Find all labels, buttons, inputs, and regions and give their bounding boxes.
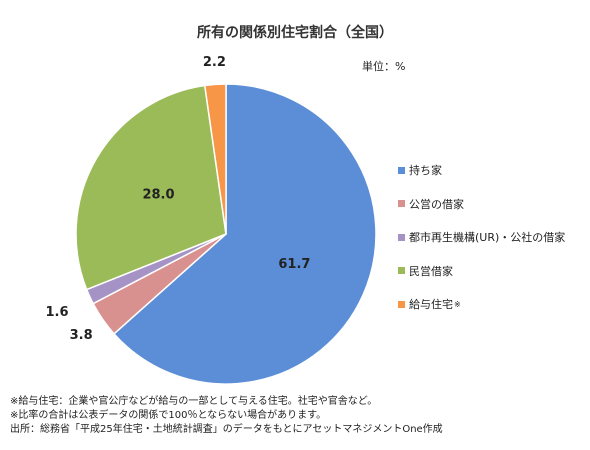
legend-label: 持ち家 (409, 164, 442, 177)
legend-swatch (398, 166, 405, 174)
footnote-company-housing: ※給与住宅：企業や官公庁などが給与の一部として与える住宅。社宅や官舎など。 (10, 396, 378, 407)
legend-footnote-mark: ※ (454, 299, 461, 309)
unit-label: 単位：% (362, 60, 406, 73)
legend-item-public-rental: 公営の借家 (398, 196, 565, 212)
legend: 持ち家 公営の借家 都市再生機構(UR)・公社の借家 民営借家 給与住宅 ※ (398, 162, 565, 330)
legend-item-ur-rental: 都市再生機構(UR)・公社の借家 (398, 229, 565, 245)
legend-swatch (398, 233, 405, 241)
data-label-private-rental: 28.0 (142, 187, 174, 202)
data-label-company-housing: 2.2 (203, 55, 226, 70)
legend-item-owned: 持ち家 (398, 162, 565, 178)
chart-title: 所有の関係別住宅割合（全国） (197, 25, 393, 41)
legend-label: 民営借家 (409, 264, 453, 278)
legend-item-company-housing: 給与住宅 ※ (398, 296, 565, 312)
footnotes: ※給与住宅：企業や官公庁などが給与の一部として与える住宅。社宅や官舎など。 ※比… (10, 395, 585, 437)
footnote-source: 出所：総務省「平成25年住宅・土地統計調査」のデータをもとにアセットマネジメント… (10, 424, 443, 435)
pie-slice-company-housing (203, 83, 227, 235)
data-label-ur-rental: 1.6 (45, 305, 68, 320)
legend-label: 給与住宅 (409, 298, 453, 311)
pie-slice-private-rental (75, 84, 227, 291)
legend-item-private-rental: 民営借家 (398, 263, 565, 279)
data-label-owned: 61.7 (278, 257, 310, 272)
legend-swatch (398, 200, 405, 207)
pie-slice-owned (112, 83, 377, 385)
legend-label: 公営の借家 (409, 197, 464, 211)
legend-swatch (398, 267, 405, 274)
legend-swatch (398, 300, 405, 308)
data-label-public-rental: 3.8 (70, 328, 93, 343)
legend-label: 都市再生機構(UR)・公社の借家 (409, 231, 566, 244)
footnote-rounding: ※比率の合計は公表データの関係で100％とならない場合があります。 (10, 410, 327, 421)
